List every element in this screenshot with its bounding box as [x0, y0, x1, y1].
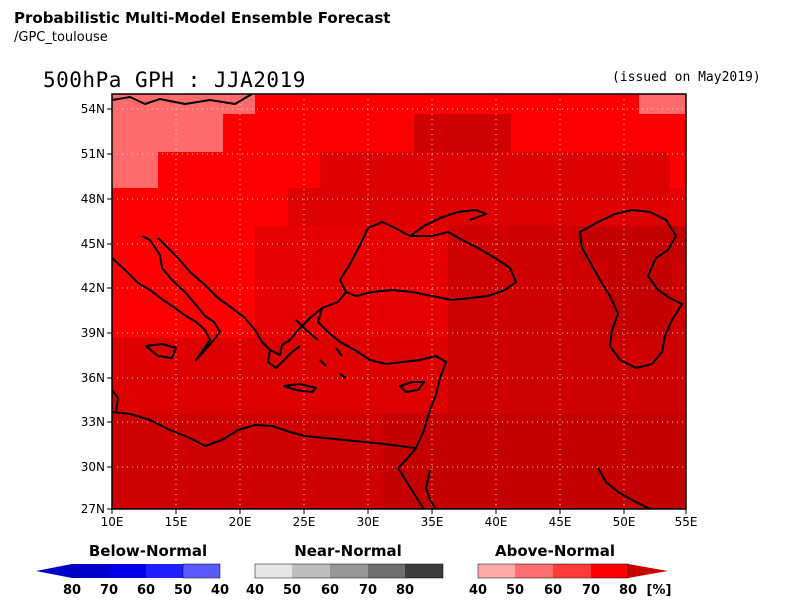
lon-label: 40E: [485, 515, 508, 529]
figure-title: Probabilistic Multi-Model Ensemble Forec…: [14, 9, 391, 27]
lon-label: 30E: [357, 515, 380, 529]
map-frame: [111, 93, 687, 510]
legend-above-tick: 70: [582, 583, 600, 598]
legend-below-arrow: [36, 564, 72, 578]
caspian-coast: [579, 209, 683, 369]
legend-below-tick: 80: [63, 583, 81, 598]
field-darkmid-band: [288, 188, 670, 226]
lon-label: 15E: [165, 515, 188, 529]
legend-below-swatch: [146, 564, 183, 578]
legend-near-tick: 80: [396, 583, 414, 598]
legend-above-swatch: [591, 564, 628, 578]
sardinia-coast: [112, 389, 119, 413]
issued-date: (issued on May2019): [612, 70, 761, 85]
probability-field: [112, 94, 686, 509]
lon-label: 10E: [101, 515, 124, 529]
field-south-band: [112, 338, 448, 413]
legend-near-swatch: [255, 564, 292, 578]
crete-coast: [283, 383, 317, 393]
field-south-band: [448, 376, 686, 413]
field-bright-west: [112, 226, 255, 338]
lat-label: 39N: [81, 326, 105, 340]
lon-label: 25E: [293, 515, 316, 529]
figure-source: /GPC_toulouse: [14, 30, 108, 45]
legend-above-tick: 60: [544, 583, 562, 598]
lon-label: 50E: [613, 515, 636, 529]
legend-below-swatch: [72, 564, 109, 578]
legend-near-tick: 60: [321, 583, 339, 598]
lat-label: 51N: [81, 147, 105, 161]
legend-below-swatch: [183, 564, 220, 578]
lon-label: 45E: [549, 515, 572, 529]
anatolia-coast: [317, 307, 447, 469]
legend-below-swatch: [109, 564, 146, 578]
legend-near-tick: 40: [246, 583, 264, 598]
field-south-band: [384, 413, 686, 509]
legend-near-tick: 50: [283, 583, 301, 598]
legend-below-tick: 50: [174, 583, 192, 598]
greece-coast: [261, 319, 319, 369]
map-gridlines: [112, 94, 686, 509]
lon-label: 55E: [675, 515, 698, 529]
legend: Below-Normal 80 70 60 50 40 Near-Normal …: [36, 542, 671, 598]
cyprus-coast: [399, 381, 425, 393]
lat-label: 33N: [81, 415, 105, 429]
legend-below-tick: 60: [137, 583, 155, 598]
longitude-labels: 10E 15E 20E 25E 30E 35E 40E 45E 50E 55E: [101, 515, 698, 529]
axis-ticks: [107, 108, 687, 514]
africa-coast: [112, 411, 416, 449]
lat-label: 54N: [81, 102, 105, 116]
legend-below-tick: 40: [211, 583, 229, 598]
legend-above-swatch: [515, 564, 553, 578]
lon-label: 20E: [229, 515, 252, 529]
lat-label: 45N: [81, 237, 105, 251]
legend-near-swatch: [368, 564, 405, 578]
lon-label: 35E: [421, 515, 444, 529]
coastlines: [112, 94, 683, 509]
field-dark-cell: [320, 152, 670, 188]
legend-near-swatch: [330, 564, 368, 578]
aegean-islands: [319, 347, 347, 379]
latitude-labels: 54N 51N 48N 45N 42N 39N 36N 33N 30N 27N: [81, 102, 105, 516]
field-light-cell: [112, 114, 223, 152]
field-south-band: [112, 413, 224, 509]
lat-label: 42N: [81, 281, 105, 295]
field-darker-east: [608, 262, 672, 338]
black-sea-coast: [345, 209, 517, 301]
lat-label: 30N: [81, 460, 105, 474]
legend-above-arrow: [628, 564, 668, 578]
legend-near-swatch: [405, 564, 443, 578]
lat-label: 36N: [81, 371, 105, 385]
field-light-cell: [639, 94, 686, 114]
field-bright-west: [112, 188, 288, 226]
legend-above-swatch: [478, 564, 515, 578]
legend-above-title: Above-Normal: [495, 542, 615, 560]
balkan-coast: [157, 227, 369, 356]
legend-below-title: Below-Normal: [89, 542, 207, 560]
legend-unit: [%]: [647, 583, 672, 598]
legend-near-swatch: [292, 564, 330, 578]
field-light-cell: [112, 152, 158, 188]
lat-label: 27N: [81, 502, 105, 516]
legend-above-tick: 50: [506, 583, 524, 598]
field-bright-west: [255, 226, 288, 266]
legend-above-swatch: [553, 564, 591, 578]
legend-near-title: Near-Normal: [294, 542, 402, 560]
field-dark-cell: [414, 114, 511, 152]
legend-below-tick: 70: [100, 583, 118, 598]
map-title: 500hPa GPH : JJA2019: [43, 68, 306, 92]
baltic-coast: [112, 94, 253, 105]
legend-above-tick: 40: [469, 583, 487, 598]
italy-coast: [112, 235, 221, 361]
red-sea-coast: [397, 467, 651, 509]
lat-label: 48N: [81, 192, 105, 206]
legend-above-tick: 80: [619, 583, 637, 598]
legend-near-tick: 70: [359, 583, 377, 598]
sicily-coast: [145, 343, 177, 359]
